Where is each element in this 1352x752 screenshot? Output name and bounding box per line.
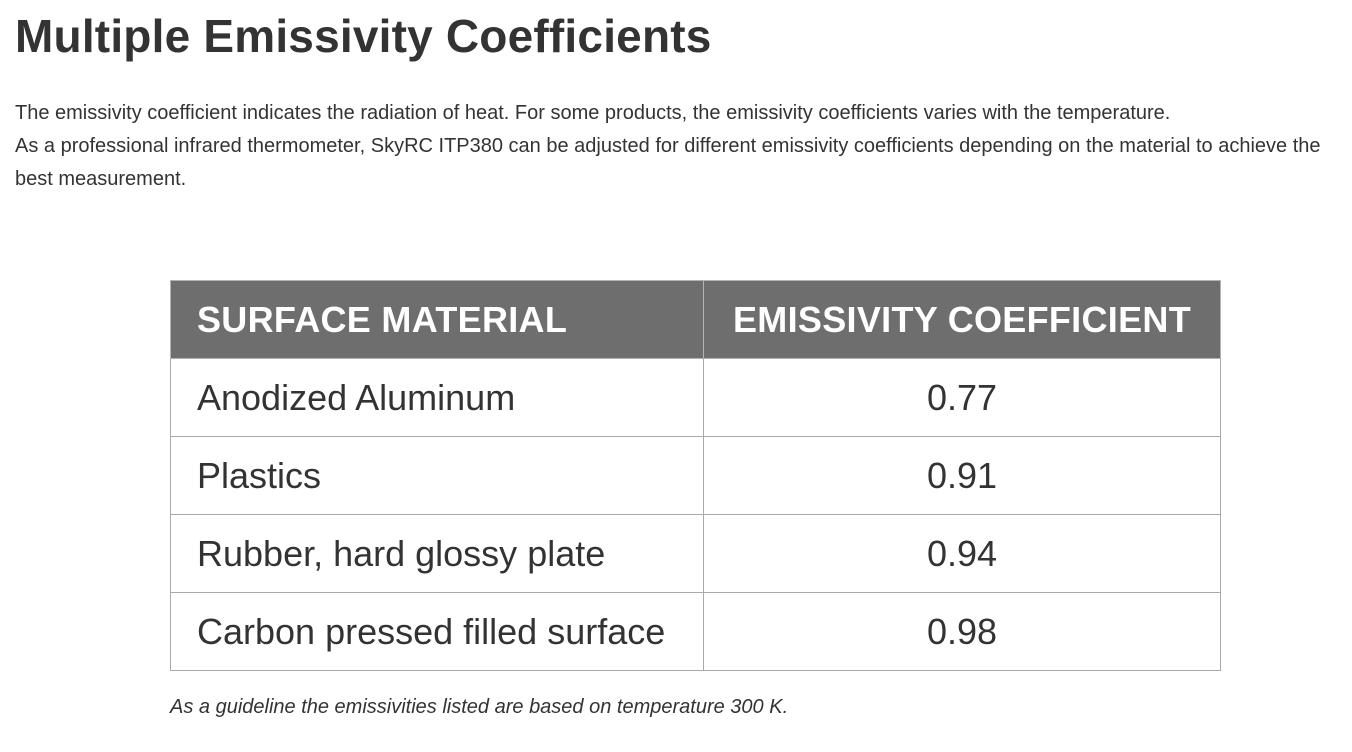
header-surface-material: SURFACE MATERIAL bbox=[170, 280, 704, 359]
material-cell: Plastics bbox=[170, 436, 704, 515]
table-row: Rubber, hard glossy plate 0.94 bbox=[170, 514, 1221, 593]
intro-paragraph-2: As a professional infrared thermometer, … bbox=[15, 135, 1321, 190]
material-cell: Carbon pressed filled surface bbox=[170, 592, 704, 671]
emissivity-table: SURFACE MATERIAL EMISSIVITY COEFFICIENT … bbox=[170, 280, 1221, 671]
material-cell: Rubber, hard glossy plate bbox=[170, 514, 704, 593]
table-header-row: SURFACE MATERIAL EMISSIVITY COEFFICIENT bbox=[170, 280, 1221, 359]
emissivity-table-container: SURFACE MATERIAL EMISSIVITY COEFFICIENT … bbox=[170, 280, 1221, 671]
material-cell: Anodized Aluminum bbox=[170, 358, 704, 437]
table-row: Anodized Aluminum 0.77 bbox=[170, 358, 1221, 437]
table-row: Carbon pressed filled surface 0.98 bbox=[170, 592, 1221, 671]
coefficient-cell: 0.94 bbox=[703, 514, 1221, 593]
coefficient-cell: 0.77 bbox=[703, 358, 1221, 437]
coefficient-cell: 0.91 bbox=[703, 436, 1221, 515]
coefficient-cell: 0.98 bbox=[703, 592, 1221, 671]
table-footnote: As a guideline the emissivities listed a… bbox=[170, 696, 789, 718]
page-title: Multiple Emissivity Coefficients bbox=[15, 10, 712, 62]
header-emissivity-coefficient: EMISSIVITY COEFFICIENT bbox=[703, 280, 1221, 359]
table-row: Plastics 0.91 bbox=[170, 436, 1221, 515]
intro-paragraph-1: The emissivity coefficient indicates the… bbox=[15, 102, 1171, 124]
intro-text: The emissivity coefficient indicates the… bbox=[15, 97, 1345, 196]
